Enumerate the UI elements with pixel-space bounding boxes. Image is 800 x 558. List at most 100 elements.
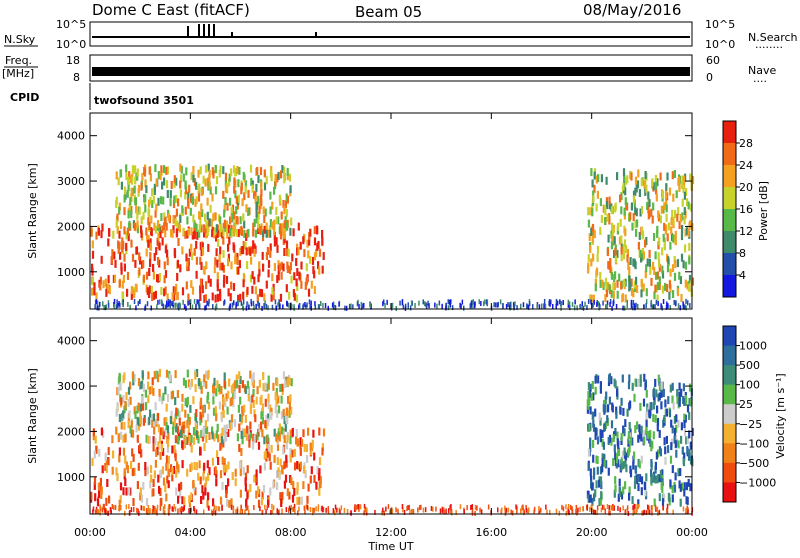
data-cell [318,266,321,275]
data-cell [203,404,206,413]
data-cell [215,233,218,242]
data-cell [282,200,285,208]
data-cell [288,173,292,182]
ground-scatter-cell [107,302,110,308]
colorbar-tick-label: −100 [739,437,769,450]
data-cell [629,170,632,179]
data-cell [257,175,260,184]
ground-scatter-cell [336,507,338,513]
data-cell [160,165,163,174]
data-cell [140,225,143,234]
data-cell [608,284,611,293]
data-cell [224,179,227,188]
data-cell [600,174,603,183]
data-cell [591,497,594,506]
data-cell [201,285,204,294]
ground-scatter-cell [450,504,452,509]
data-cell [172,200,176,208]
data-cell [135,246,138,255]
data-cell [230,420,233,429]
data-cell [275,206,278,215]
data-cell [205,261,208,270]
colorbar-segment [723,253,736,276]
data-cell [269,243,272,252]
ground-scatter-cell [441,508,444,514]
ground-scatter-cell [410,300,413,306]
data-cell [199,476,202,485]
data-cell [153,252,156,261]
ground-scatter-cell [511,510,514,516]
data-cell [225,428,228,437]
ground-scatter-cell [569,305,571,311]
data-cell [164,216,167,225]
data-cell [664,446,667,455]
data-cell [141,370,144,379]
data-cell [193,462,196,470]
data-cell [258,424,261,433]
data-cell [125,242,128,251]
data-cell [639,402,642,411]
data-cell [252,388,255,397]
data-cell [672,401,675,410]
data-cell [136,168,139,177]
data-cell [674,435,677,444]
data-cell [272,292,275,301]
data-cell [158,388,161,397]
ground-scatter-cell [235,303,237,309]
data-cell [105,464,108,473]
data-cell [275,216,278,225]
ground-scatter-cell [271,509,274,515]
colorbar-segment [723,404,736,425]
data-cell [264,450,267,459]
data-cell [131,165,134,174]
ground-scatter-cell [338,301,340,307]
data-cell [244,241,247,250]
data-cell [215,430,218,439]
data-cell [147,371,150,380]
date-title: 08/May/2016 [583,1,681,19]
ground-scatter-cell [402,507,404,513]
data-cell [639,374,642,383]
data-cell [229,293,232,302]
data-cell [689,173,692,182]
data-cell [249,396,252,405]
data-cell [305,276,308,285]
ground-scatter-cell [298,303,301,308]
ground-scatter-cell [240,505,242,511]
data-cell [174,218,177,227]
data-cell [638,424,641,433]
data-cell [255,183,258,192]
data-cell [246,465,249,474]
ground-scatter-cell [495,302,497,308]
data-cell [117,245,120,254]
data-cell [599,381,602,390]
data-cell [199,166,202,175]
data-cell [243,220,246,229]
ground-scatter-cell [175,302,177,308]
data-cell [207,275,210,284]
data-cell [170,391,173,400]
colorbar-segment [723,423,736,444]
data-cell [652,182,655,191]
data-cell [635,378,638,387]
ground-scatter-cell [317,506,319,512]
ground-scatter-cell [687,300,689,306]
data-cell [191,286,195,295]
data-cell [282,231,286,240]
data-cell [292,289,295,298]
data-cell [658,493,661,502]
data-cell [655,451,658,460]
data-cell [233,380,237,389]
data-cell [229,422,232,431]
data-cell [221,481,224,490]
data-cell [289,448,292,456]
ground-scatter-cell [581,304,583,310]
data-cell [273,238,276,247]
data-cell [234,168,237,177]
data-cell [144,194,147,203]
data-cell [146,234,149,243]
data-cell [594,278,597,287]
data-cell [226,406,229,415]
data-cell [184,398,187,406]
